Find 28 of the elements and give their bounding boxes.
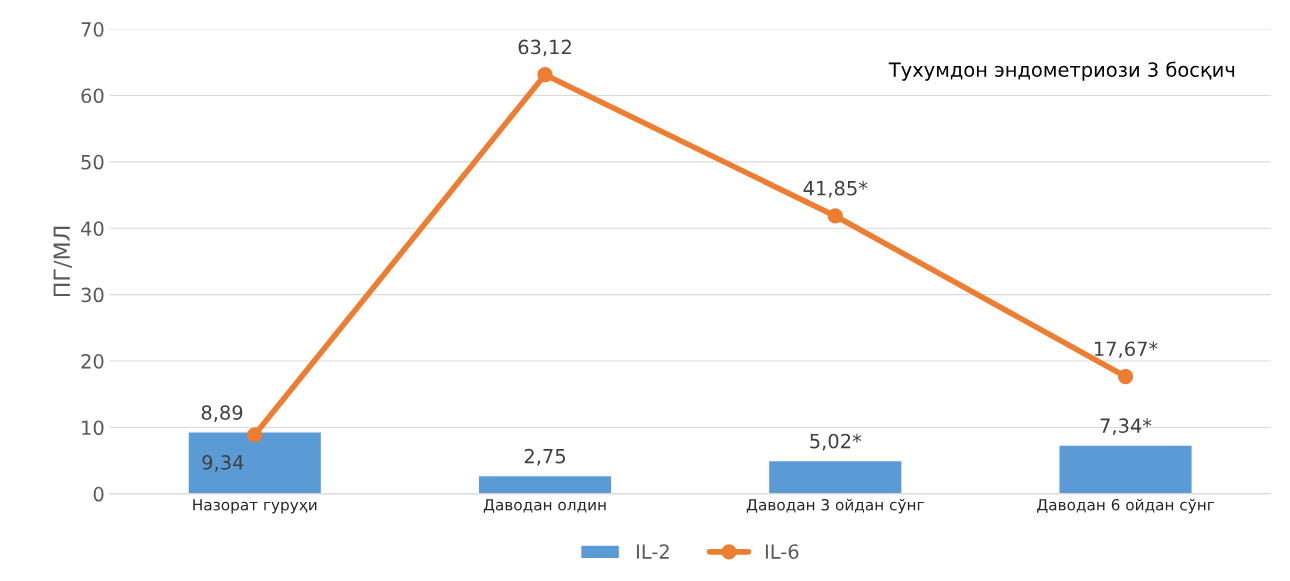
data-label: 17,67*	[1094, 341, 1158, 359]
text: Тухумдон эндометриози 3 босқич	[888, 61, 1235, 81]
legend-label: IL-2	[637, 544, 669, 559]
y-tick-label: 60	[81, 88, 104, 104]
legend-label: IL-6	[765, 544, 799, 559]
data-label: 7,34*	[1100, 418, 1152, 435]
data-label: 63,12	[518, 39, 571, 57]
data-label: 8,89	[201, 405, 243, 422]
point	[537, 67, 553, 83]
y-tick-label: 10	[82, 420, 104, 436]
x-tick-label: Даводан 3 ойдан сўнг	[746, 498, 924, 514]
point	[1117, 368, 1134, 385]
y-tick-label: 0	[93, 486, 104, 502]
x-tick-label: Назорат гуруҳи	[193, 499, 317, 514]
point	[827, 208, 843, 224]
y-tick-label: 30	[81, 287, 104, 303]
y-tick-label: 20	[81, 354, 104, 369]
data-label: 9,34	[202, 455, 244, 472]
data-label: 41,85*	[803, 180, 868, 198]
data-label: 2,75	[524, 448, 565, 466]
x-tick-label: Даводан 6 ойдан сўнг	[1037, 498, 1215, 514]
point	[247, 427, 263, 443]
y-tick-label: 50	[81, 154, 104, 170]
y-tick-label: 40	[81, 221, 104, 236]
y-tick-label: 70	[81, 22, 104, 37]
x-tick-label: Даводан олдин	[483, 499, 606, 513]
data-label: 5,02*	[810, 433, 862, 451]
y-axis-title: ПГ/МЛ	[53, 226, 72, 297]
